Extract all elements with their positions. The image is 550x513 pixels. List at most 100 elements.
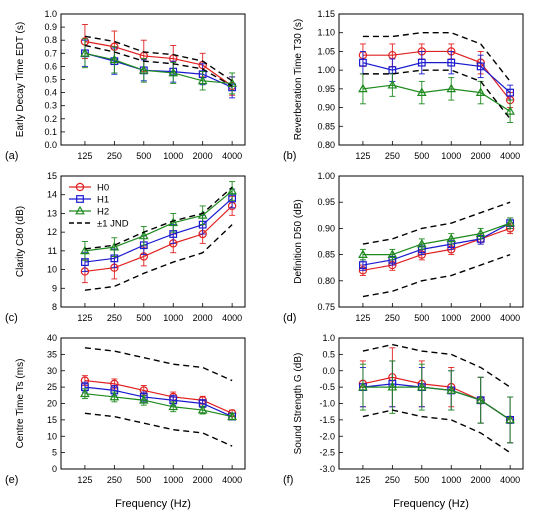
series-H0 <box>80 24 237 96</box>
jnd-bound-line <box>84 44 233 87</box>
y-tick-label: 0 <box>52 464 57 474</box>
series-line-H0 <box>362 227 511 271</box>
y-axis-label: Clarity C80 (dB) <box>15 206 26 277</box>
data-point-H2 <box>416 381 427 391</box>
x-tick-label: 1000 <box>163 475 183 485</box>
y-axis-label: Centre Time Ts (ms) <box>15 359 26 449</box>
data-point-H2 <box>227 411 237 420</box>
data-point-H1 <box>506 88 515 97</box>
series-line-H0 <box>84 40 233 87</box>
y-tick-label: 0.0 <box>44 140 57 150</box>
y-tick-label: 0.75 <box>317 302 335 312</box>
series-H2 <box>358 360 515 444</box>
x-tick-label: 250 <box>107 151 122 161</box>
y-tick-label: 40 <box>47 333 57 343</box>
x-tick-label: 500 <box>136 151 151 161</box>
y-tick-label: 1.0 <box>44 9 57 19</box>
y-tick-label: 0.4 <box>44 88 57 98</box>
x-tick-label: 500 <box>136 313 151 323</box>
x-tick-label: 4000 <box>500 313 520 323</box>
x-tick-label: 125 <box>355 313 370 323</box>
x-tick-label: 2000 <box>471 313 491 323</box>
series-line-H0 <box>362 376 511 421</box>
x-axis-label: Frequency (Hz) <box>393 498 469 510</box>
y-tick-label: 0.80 <box>317 276 335 286</box>
x-tick-label: 1000 <box>441 475 461 485</box>
data-point-H1 <box>417 58 426 67</box>
data-point-H2 <box>168 67 179 77</box>
data-point-H2 <box>138 230 149 240</box>
x-tick-label: 250 <box>385 475 400 485</box>
panel-2: 0.80 0.85 0.90 0.95 1.00 1.05 1.10 1.15 125 250 50… <box>283 9 524 162</box>
data-point-H1 <box>476 62 485 71</box>
legend-label: H1 <box>97 195 109 206</box>
y-tick-label: 8 <box>52 302 57 312</box>
y-tick-label: 15 <box>47 171 57 181</box>
data-point-H1 <box>359 58 367 67</box>
jnd-bound-line <box>362 253 511 298</box>
y-tick-label: -1.5 <box>319 415 335 425</box>
y-tick-label: 12 <box>47 227 57 237</box>
panel-label: (c) <box>5 312 18 324</box>
series-H1 <box>81 381 237 421</box>
data-point-H2 <box>505 217 515 227</box>
x-tick-label: 125 <box>77 151 92 161</box>
series-line-H0 <box>84 205 233 273</box>
legend-label: H0 <box>97 183 109 194</box>
y-tick-label: -2.5 <box>319 448 335 458</box>
y-tick-label: 0.90 <box>317 223 335 233</box>
x-tick-label: 2000 <box>471 475 491 485</box>
y-tick-label: 20 <box>47 399 57 409</box>
jnd-bound-line <box>84 224 233 291</box>
data-point-H2 <box>358 249 368 258</box>
data-point-H2 <box>446 83 457 93</box>
y-tick-label: 35 <box>47 349 57 359</box>
series-line-H0 <box>362 50 511 101</box>
x-tick-label: 4000 <box>222 151 242 161</box>
data-point-H2 <box>387 79 398 89</box>
y-axis-label: Definition D50 (dB) <box>293 199 304 283</box>
y-tick-label: 15 <box>47 415 57 425</box>
series-H2 <box>80 388 237 421</box>
x-tick-label: 125 <box>355 151 370 161</box>
panel-5: 0 5 10 15 20 25 30 35 40 125 250 500 1000 2000 4000 Cen… <box>5 333 246 510</box>
x-tick-label: 2000 <box>193 475 213 485</box>
x-tick-label: 500 <box>414 475 429 485</box>
y-tick-label: 0.85 <box>317 250 335 260</box>
y-tick-label: 0.5 <box>322 349 335 359</box>
y-tick-label: 0.5 <box>44 75 57 85</box>
series-line-H1 <box>362 222 511 266</box>
data-point-H2 <box>197 75 208 85</box>
y-tick-label: 1.00 <box>317 171 335 181</box>
jnd-bound-line <box>84 35 233 82</box>
x-tick-label: 250 <box>107 313 122 323</box>
y-tick-label: 0.2 <box>44 114 57 124</box>
y-tick-label: 10 <box>47 265 57 275</box>
data-point-H1 <box>359 261 367 269</box>
data-point-H2 <box>358 83 368 93</box>
series-H0 <box>358 222 515 277</box>
y-axis-label: Sound Strength G (dB) <box>293 353 304 455</box>
data-point-H2 <box>80 245 90 255</box>
jnd-bound-line <box>84 412 233 447</box>
y-tick-label: 10 <box>47 431 57 441</box>
data-point-H2 <box>416 87 427 97</box>
y-tick-label: 1.0 <box>322 333 335 343</box>
y-tick-label: 0.7 <box>44 48 57 58</box>
series-H2 <box>358 73 515 123</box>
y-tick-label: 0.9 <box>44 22 57 32</box>
data-point-H2 <box>80 388 90 398</box>
x-tick-label: 250 <box>385 151 400 161</box>
legend-marker <box>75 182 85 192</box>
data-point-H2 <box>387 381 398 391</box>
panel-6: -3.0 -2.5 -2.0 -1.5 -1.0 -0.5 0.0 0.5 1.0 125 250 5… <box>283 333 524 510</box>
series-H1 <box>359 217 515 271</box>
panel-label: (b) <box>283 150 296 162</box>
series-H1 <box>81 39 237 99</box>
y-tick-label: 0.95 <box>317 84 335 94</box>
data-point-H2 <box>109 241 120 251</box>
panel-label: (a) <box>5 150 18 162</box>
data-point-H2 <box>80 48 90 57</box>
data-point-H1 <box>447 58 456 67</box>
